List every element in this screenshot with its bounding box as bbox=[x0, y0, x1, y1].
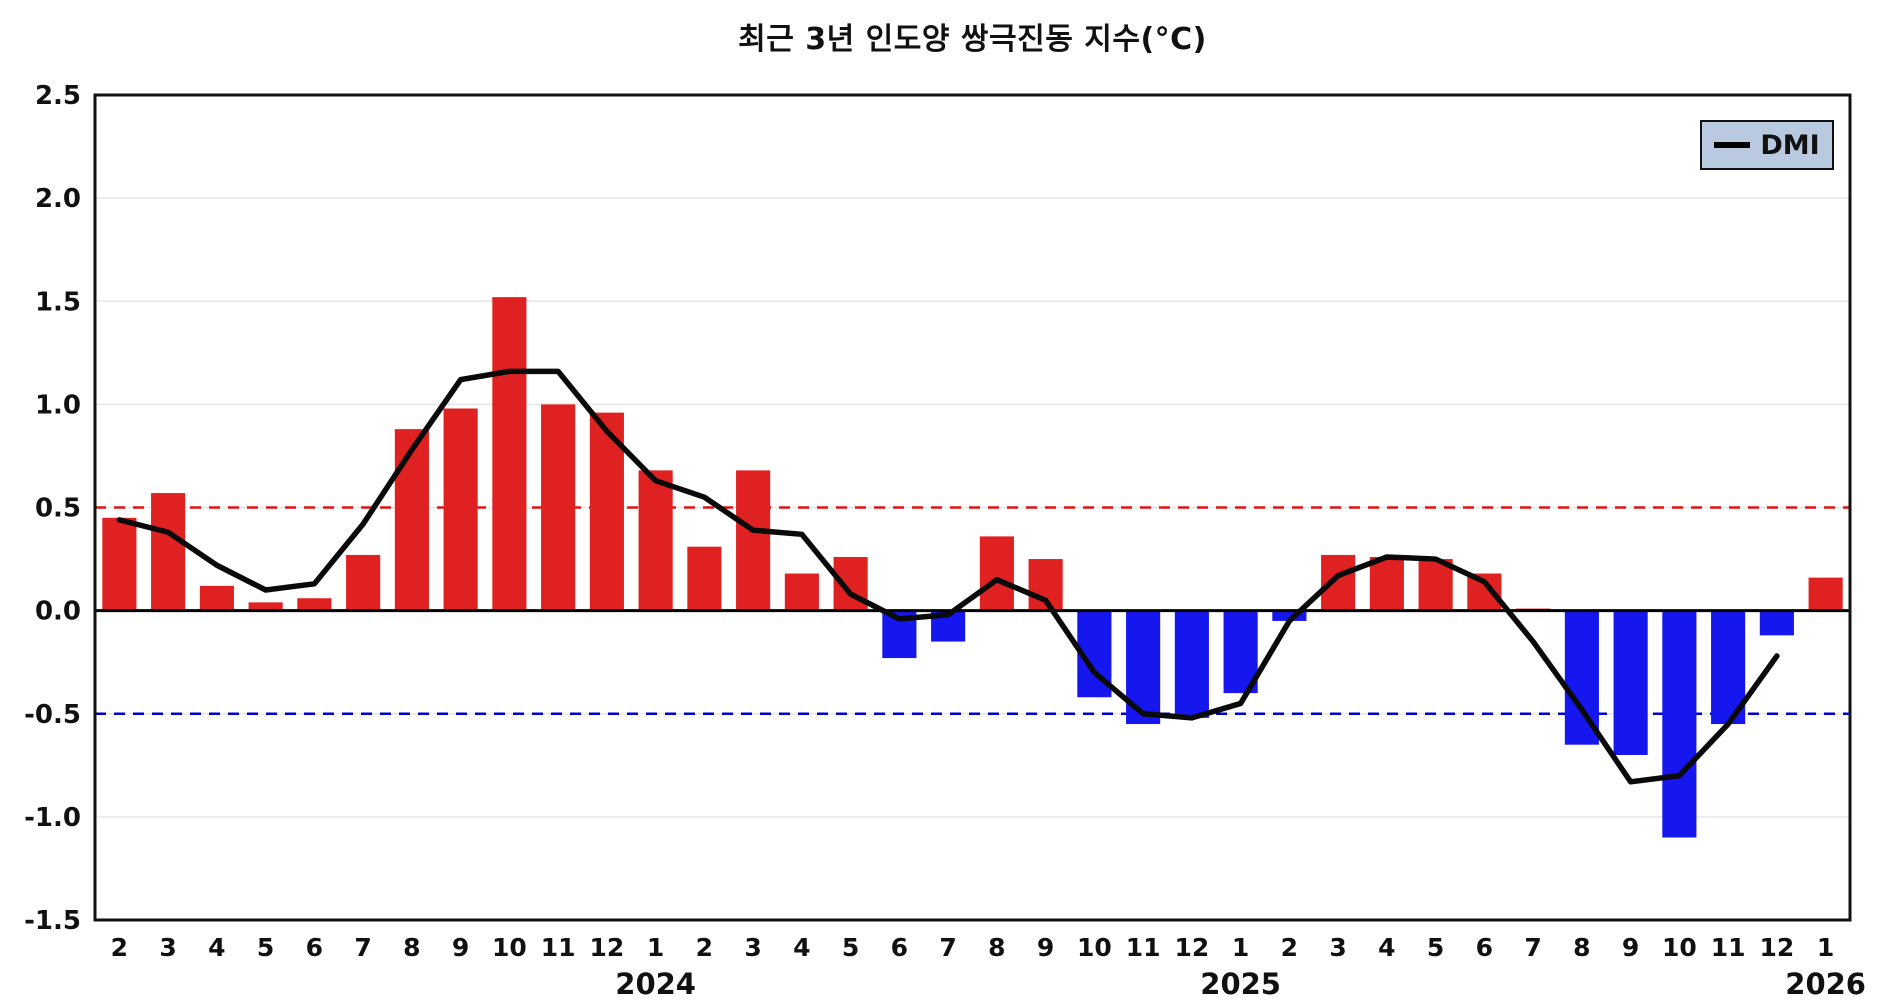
x-tick-label: 4 bbox=[208, 933, 225, 962]
x-tick-label: 2 bbox=[696, 933, 713, 962]
x-tick-label: 10 bbox=[492, 933, 527, 962]
x-tick-label: 10 bbox=[1077, 933, 1112, 962]
chart-title: 최근 3년 인도양 쌍극진동 지수(°C) bbox=[738, 22, 1207, 57]
dmi-bar bbox=[102, 517, 137, 611]
x-tick-label: 6 bbox=[891, 933, 908, 962]
y-tick-label: -1.0 bbox=[24, 803, 81, 833]
x-tick-label: 9 bbox=[1037, 933, 1054, 962]
y-tick-label: 1.0 bbox=[35, 390, 81, 420]
legend-label-dmi: DMI bbox=[1760, 129, 1820, 161]
x-tick-label: 4 bbox=[793, 933, 810, 962]
dmi-bar bbox=[687, 546, 722, 611]
x-tick-label: 6 bbox=[1476, 933, 1493, 962]
y-tick-label: 0.0 bbox=[35, 597, 81, 627]
x-tick-label: 11 bbox=[541, 933, 576, 962]
dmi-bar bbox=[1272, 610, 1307, 621]
x-tick-label: 3 bbox=[1329, 933, 1346, 962]
dmi-bar bbox=[248, 602, 283, 611]
dmi-bar bbox=[346, 554, 381, 611]
x-tick-label: 2 bbox=[1281, 933, 1298, 962]
x-tick-label: 11 bbox=[1711, 933, 1746, 962]
x-tick-label: 3 bbox=[159, 933, 176, 962]
dmi-bar bbox=[541, 404, 576, 611]
dmi-bar bbox=[1418, 559, 1453, 611]
y-tick-label: -0.5 bbox=[24, 700, 81, 730]
year-label: 2025 bbox=[1200, 967, 1281, 1000]
dmi-bar bbox=[199, 585, 234, 611]
y-tick-label: 1.5 bbox=[35, 287, 81, 317]
dmi-bar bbox=[736, 470, 771, 611]
year-label: 2026 bbox=[1785, 967, 1866, 1000]
year-label: 2024 bbox=[615, 967, 696, 1000]
x-tick-label: 12 bbox=[589, 933, 624, 962]
dmi-bar bbox=[394, 429, 429, 611]
dmi-bar bbox=[1174, 610, 1209, 718]
x-tick-label: 4 bbox=[1378, 933, 1395, 962]
dmi-bar bbox=[297, 598, 332, 611]
x-tick-label: 9 bbox=[1622, 933, 1639, 962]
y-tick-label: 2.5 bbox=[35, 81, 81, 111]
x-tick-label: 8 bbox=[988, 933, 1005, 962]
dmi-bar bbox=[443, 408, 478, 611]
dmi-bar bbox=[1662, 610, 1697, 838]
x-tick-label: 5 bbox=[1427, 933, 1444, 962]
dmi-line-swatch bbox=[1714, 142, 1751, 148]
dmi-line bbox=[116, 368, 1780, 785]
x-tick-label: 2 bbox=[111, 933, 128, 962]
dmi-bar bbox=[1321, 554, 1356, 611]
dmi-bar bbox=[784, 573, 819, 611]
x-tick-label: 12 bbox=[1174, 933, 1209, 962]
x-tick-label: 8 bbox=[1573, 933, 1590, 962]
x-tick-label: 11 bbox=[1126, 933, 1161, 962]
x-tick-label: 10 bbox=[1662, 933, 1697, 962]
x-tick-label: 5 bbox=[257, 933, 274, 962]
plot-border bbox=[93, 93, 1852, 922]
legend: DMI bbox=[1700, 120, 1834, 170]
x-tick-label: 1 bbox=[647, 933, 664, 962]
y-tick-label: 0.5 bbox=[35, 494, 81, 524]
y-tick-label: -1.5 bbox=[24, 906, 81, 936]
x-tick-label: 1 bbox=[1817, 933, 1834, 962]
dmi-bar bbox=[638, 470, 673, 611]
x-tick-label: 6 bbox=[306, 933, 323, 962]
dmi-bar bbox=[492, 297, 527, 611]
dmi-bar bbox=[1613, 610, 1648, 755]
x-tick-label: 7 bbox=[1524, 933, 1541, 962]
x-tick-label: 5 bbox=[842, 933, 859, 962]
x-tick-label: 3 bbox=[744, 933, 761, 962]
x-tick-label: 1 bbox=[1232, 933, 1249, 962]
x-tick-label: 12 bbox=[1759, 933, 1794, 962]
dmi-bar bbox=[1369, 557, 1404, 611]
dmi-bar bbox=[979, 536, 1014, 611]
x-tick-label: 7 bbox=[939, 933, 956, 962]
y-tick-label: 2.0 bbox=[35, 184, 81, 214]
dmi-bar bbox=[151, 493, 186, 611]
dmi-bar bbox=[1808, 577, 1843, 611]
x-tick-label: 7 bbox=[354, 933, 371, 962]
x-tick-label: 8 bbox=[403, 933, 420, 962]
x-tick-label: 9 bbox=[452, 933, 469, 962]
dmi-bar bbox=[1759, 610, 1794, 636]
